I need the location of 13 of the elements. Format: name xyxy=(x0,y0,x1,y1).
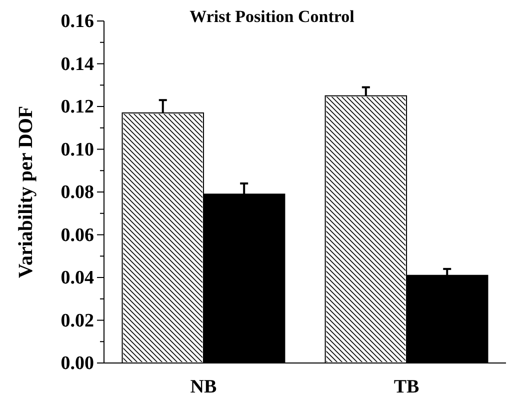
chart-title: Wrist Position Control xyxy=(190,7,355,26)
y-axis-title: Variability per DOF xyxy=(15,106,37,278)
y-tick-label: 0.04 xyxy=(60,268,94,289)
y-tick-label: 0.14 xyxy=(60,54,94,75)
y-tick-label: 0.06 xyxy=(60,224,94,246)
y-tick-label: 0.08 xyxy=(60,182,94,204)
y-tick-label: 0.00 xyxy=(60,353,94,374)
x-tick-label: NB xyxy=(190,376,218,398)
y-tick-label: 0.10 xyxy=(60,139,94,160)
y-tick-label: 0.02 xyxy=(60,310,94,332)
y-tick-label: 0.12 xyxy=(60,96,94,118)
y-tick-label: 0.16 xyxy=(60,11,94,32)
x-tick-label: TB xyxy=(394,376,420,398)
